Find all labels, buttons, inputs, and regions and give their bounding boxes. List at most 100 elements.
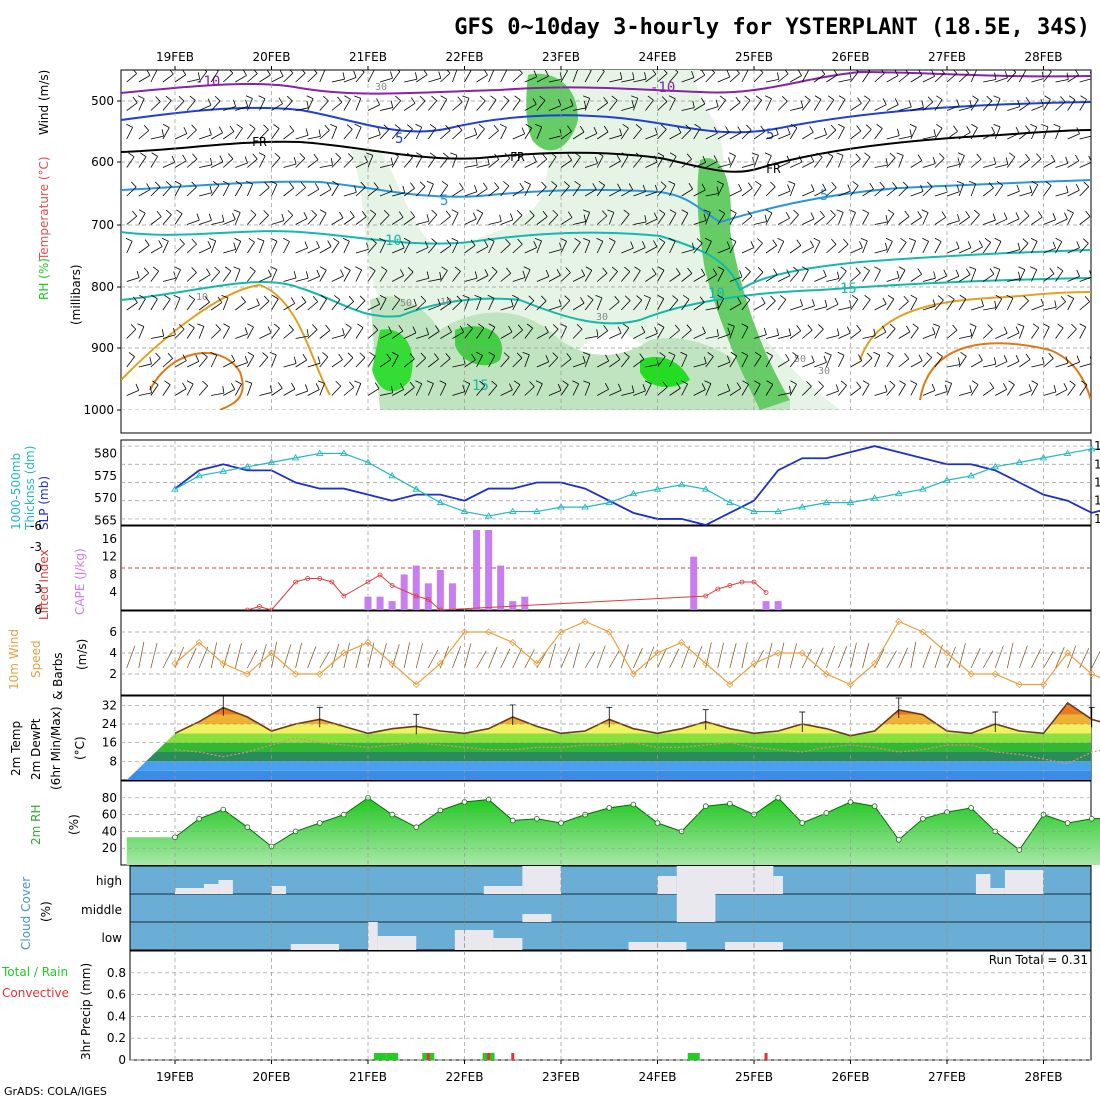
wind-barb: [814, 386, 824, 396]
wind-barb: [669, 241, 676, 254]
cloud-block: [377, 936, 417, 950]
wind-barb: [307, 247, 320, 254]
wind-barb-feather: [716, 300, 719, 308]
wind-barb-feather: [274, 152, 281, 159]
wind-barb-feather: [130, 324, 137, 330]
wind-barb: [440, 98, 448, 111]
wind-barb-feather: [668, 180, 676, 185]
wind-barb-feather: [653, 240, 658, 247]
wind-barb: [464, 297, 470, 311]
wind-barb: [982, 329, 993, 339]
wind-barb-feather: [526, 323, 533, 329]
wind10-barb: [717, 642, 724, 669]
wind-barb: [560, 70, 568, 83]
wind-barb: [198, 71, 208, 83]
wind-barb: [295, 301, 307, 311]
wind-barb-feather: [908, 237, 916, 242]
wind-barb-feather: [801, 266, 809, 271]
wind-barb-feather: [528, 295, 535, 301]
wind-barb: [560, 105, 574, 111]
wind-barb: [572, 107, 586, 111]
cloud-block: [203, 884, 219, 894]
wind-barb: [850, 212, 856, 225]
wind-barb-feather: [642, 384, 646, 391]
wind-barb: [488, 99, 497, 111]
wind-barb: [560, 326, 567, 339]
wind-barb: [717, 213, 726, 225]
wind-barb: [1031, 105, 1044, 111]
wind-barb-feather: [493, 125, 499, 131]
wind-barb-feather: [491, 380, 498, 386]
wind-barb: [536, 186, 547, 197]
wind-barb-feather: [681, 380, 688, 385]
wind-barb-feather: [1074, 154, 1080, 162]
wind-barb-feather: [144, 239, 150, 246]
wind-barb-feather: [889, 323, 896, 329]
wind-barb: [1079, 186, 1090, 197]
wind-barb-feather: [894, 70, 899, 76]
wind10-barb: [259, 643, 267, 669]
wind-barb-feather: [766, 380, 773, 385]
wind-barb-feather: [1080, 95, 1087, 100]
wind-barb-feather: [711, 70, 716, 73]
wind-barb: [512, 99, 521, 111]
wind-barb: [705, 356, 714, 368]
wind-barb-feather: [1057, 323, 1064, 329]
wind-barb: [1031, 269, 1038, 282]
wind10-axis-label-2: Speed: [29, 640, 43, 678]
wind-barb-feather: [291, 382, 296, 390]
pressure-tick-label: 500: [91, 94, 114, 108]
wind-barb-feather: [419, 95, 426, 102]
wind10-speed-point: [1064, 649, 1072, 657]
wind-barb-feather: [189, 95, 196, 101]
wind-barb: [669, 387, 681, 396]
wind10-barb: [777, 642, 785, 669]
wind-barb-feather: [969, 100, 973, 108]
cape-bar: [690, 556, 698, 610]
wind-barb-feather: [659, 352, 666, 357]
wind-barb-feather: [533, 70, 538, 78]
contour-label: 30: [818, 366, 830, 377]
wind-barb: [464, 191, 477, 197]
wind10-barb: [826, 645, 835, 669]
wind-barb-feather: [1015, 212, 1020, 220]
wind-barb: [572, 302, 585, 311]
wind-barb: [958, 106, 972, 111]
wind-barb: [319, 100, 329, 111]
wind-barb-feather: [896, 270, 900, 278]
wind-barb: [983, 219, 996, 225]
wind-barb: [874, 331, 887, 339]
wind-barb: [874, 164, 888, 168]
wind-barb-feather: [936, 95, 943, 101]
wind-barb-feather: [993, 123, 1001, 128]
wind-barb-feather: [257, 237, 265, 242]
wind10-speed-point: [1088, 670, 1096, 678]
wind-barb-feather: [583, 95, 590, 99]
wind-barb: [669, 299, 679, 311]
wind-barb: [223, 219, 236, 225]
wind-barb-feather: [182, 382, 187, 389]
wind-barb: [814, 328, 824, 339]
wind-barb: [210, 302, 223, 311]
wind-barb-feather: [874, 266, 881, 271]
wind-barb-feather: [857, 97, 862, 104]
wind-barb: [331, 359, 343, 368]
wind-barb: [222, 72, 234, 83]
wind-barb-feather: [138, 209, 146, 214]
wind10-speed-point: [533, 659, 541, 668]
wind10-barb: [633, 647, 643, 669]
wind-barb-feather: [303, 212, 308, 219]
wind-barb-feather: [394, 295, 401, 300]
wind-barb-feather: [703, 209, 711, 213]
wind-barb: [428, 100, 438, 111]
wind-barb-feather: [151, 294, 158, 300]
wind-barb: [922, 357, 933, 368]
wind-barb-feather: [992, 213, 996, 221]
wind-barb: [669, 355, 676, 368]
wind-barb: [536, 158, 548, 168]
wind-barb: [1079, 216, 1091, 225]
wind-barb: [729, 326, 735, 339]
wind-barb: [186, 383, 194, 396]
wind-barb: [609, 332, 622, 339]
wind10-barb: [994, 645, 1004, 669]
